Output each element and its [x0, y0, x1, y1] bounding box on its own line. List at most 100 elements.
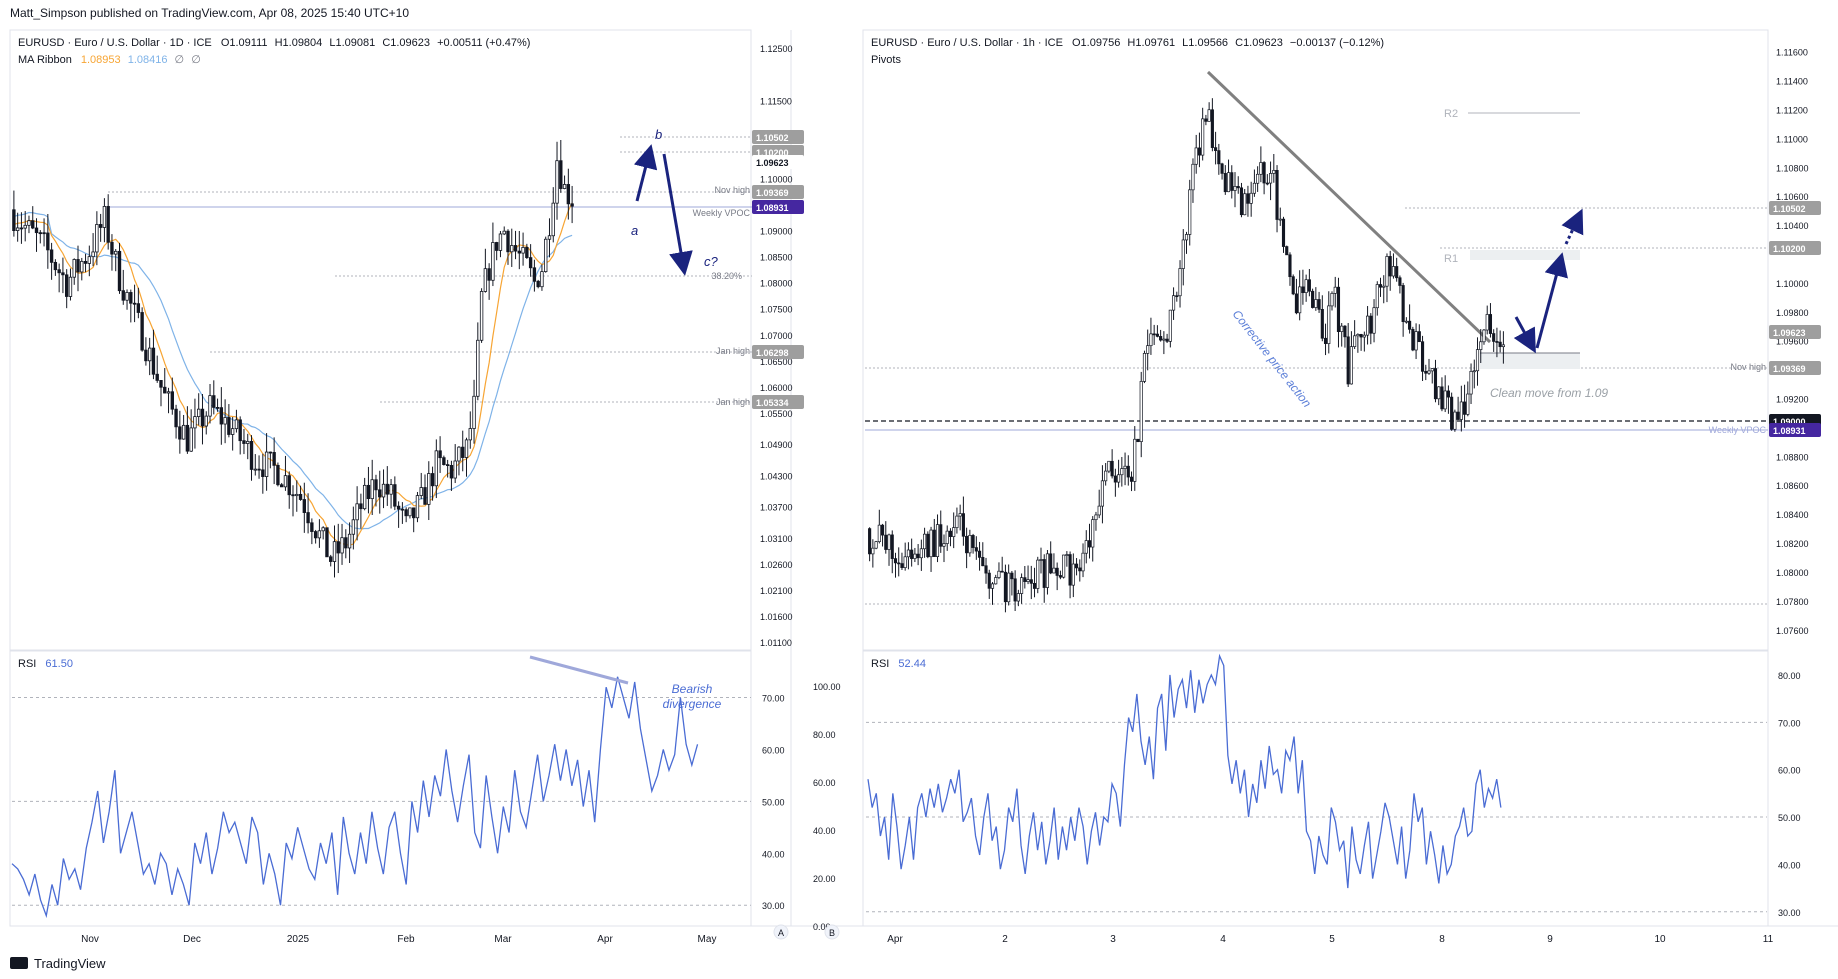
candle-h-45 [1013, 570, 1017, 612]
left-x-tick-0: Nov [81, 934, 99, 945]
candle-h-16 [919, 539, 923, 571]
candle-d-125 [483, 248, 488, 293]
candle-d-10 [49, 242, 54, 280]
left-y-tick-16: 1.03100 [760, 534, 793, 544]
candle-h-172 [1424, 364, 1428, 381]
left-low: L1.09081 [329, 37, 375, 49]
candle-d-49 [197, 393, 201, 426]
candle-d-70 [276, 462, 280, 487]
candle-h-159 [1382, 275, 1386, 304]
auto-scale-button[interactable] [773, 924, 789, 940]
candle-h-74 [1107, 460, 1111, 474]
candle-h-70 [1094, 511, 1098, 531]
divergence-label: Bearish divergence [663, 682, 722, 711]
candle-h-94 [1171, 287, 1176, 320]
candle-d-135 [521, 232, 525, 266]
candle-h-30 [965, 527, 969, 569]
left-price-panel[interactable]: 1.125001.115001.105001.100001.095001.090… [12, 37, 804, 648]
left-y-tick-5: 1.09000 [760, 227, 793, 237]
left-x-tick-1: Dec [183, 934, 201, 945]
candle-d-4 [27, 215, 31, 234]
svg-text:1.10200: 1.10200 [756, 148, 789, 158]
candle-h-191 [1485, 305, 1489, 335]
left-rsi-alt-tick-4: 20.00 [813, 874, 836, 884]
candle-h-58 [1055, 562, 1059, 591]
right-y-tick-17: 1.07800 [1776, 597, 1809, 607]
level-label-jan-high-2: Jan high [716, 397, 750, 407]
candle-d-8 [42, 218, 46, 247]
candle-h-176 [1437, 386, 1441, 406]
candle-d-45 [181, 414, 186, 440]
candle-d-73 [287, 471, 291, 509]
candle-h-33 [974, 536, 978, 560]
left-y-tick-8: 1.07500 [760, 305, 793, 315]
candle-h-171 [1420, 335, 1425, 381]
candle-h-54 [1042, 554, 1046, 603]
candle-d-145 [559, 139, 563, 193]
candle-d-34 [140, 307, 144, 352]
candle-d-79 [310, 518, 314, 545]
right-price-tag-2: 1.09623 [1769, 325, 1821, 339]
candle-h-111 [1226, 159, 1231, 193]
candle-d-113 [438, 436, 442, 473]
candle-d-20 [87, 245, 92, 277]
tradingview-logo[interactable]: TradingView [10, 956, 106, 971]
candle-d-33 [136, 287, 141, 319]
candle-d-51 [204, 411, 208, 435]
left-rsi-panel[interactable]: 70.00 60.00 50.00 40.00 30.00 100.00 80.00 60.0… [11, 655, 841, 932]
svg-text:1.10200: 1.10200 [1773, 244, 1806, 254]
axis-mode-buttons[interactable]: A B [773, 924, 840, 940]
candle-h-53 [1039, 547, 1043, 574]
left-close: C1.09623 [382, 37, 430, 49]
candle-d-93 [362, 477, 367, 511]
candle-d-14 [65, 269, 69, 309]
candle-d-133 [513, 230, 518, 260]
candle-h-95 [1175, 291, 1179, 302]
candle-d-80 [313, 529, 318, 544]
candle-h-63 [1071, 553, 1075, 598]
left-y-tick-12: 1.05500 [760, 409, 793, 419]
candle-d-1 [15, 212, 20, 242]
svg-text:RSI 52.44: RSI 52.44 [871, 658, 926, 670]
candle-d-50 [200, 393, 205, 445]
candle-d-120 [464, 437, 469, 477]
level-label-vpoc-r: Weekly VPOC [1709, 425, 1767, 435]
right-price-tag-5: 1.08931 [1769, 423, 1821, 437]
candle-h-8 [893, 552, 898, 578]
candle-d-131 [506, 229, 510, 265]
candle-h-24 [945, 525, 949, 551]
candle-d-27 [114, 249, 118, 272]
right-y-tick-14: 1.08400 [1776, 510, 1809, 520]
left-candles [12, 139, 574, 578]
svg-text:1.05334: 1.05334 [756, 398, 789, 408]
right-price-panel[interactable]: 1.11600 1.11400 1.11200 1.11000 1.10800 1.106… [865, 37, 1821, 636]
candle-d-31 [129, 289, 133, 323]
candle-h-187 [1472, 359, 1476, 389]
candle-h-96 [1178, 260, 1182, 308]
candle-h-66 [1081, 543, 1085, 578]
candle-d-58 [230, 417, 235, 451]
candle-h-50 [1029, 565, 1033, 600]
candle-d-11 [53, 259, 58, 276]
candle-h-120 [1256, 166, 1260, 192]
left-x-tick-3: Feb [397, 934, 415, 945]
candle-h-148 [1346, 322, 1350, 387]
candle-h-19 [929, 526, 933, 572]
candle-h-141 [1323, 323, 1328, 356]
left-title: EURUSD · Euro / U.S. Dollar · 1D · ICE [18, 37, 212, 49]
candle-d-109 [423, 474, 427, 505]
candle-h-132 [1294, 278, 1299, 315]
candle-h-67 [1084, 530, 1088, 564]
candle-h-189 [1479, 329, 1483, 364]
candle-h-153 [1362, 331, 1366, 352]
candle-d-143 [551, 187, 555, 243]
candle-h-196 [1501, 331, 1505, 364]
candle-h-78 [1120, 456, 1124, 487]
log-scale-button[interactable] [824, 924, 840, 940]
right-rsi-panel[interactable]: 80.00 70.00 60.00 50.00 40.00 30.00 RSI 52.44 [866, 653, 1801, 918]
chart-canvas[interactable]: 1.125001.115001.105001.100001.095001.090… [0, 26, 1838, 949]
candle-h-169 [1414, 323, 1418, 360]
candle-h-158 [1378, 277, 1383, 297]
left-rsi-value: 61.50 [45, 658, 73, 670]
